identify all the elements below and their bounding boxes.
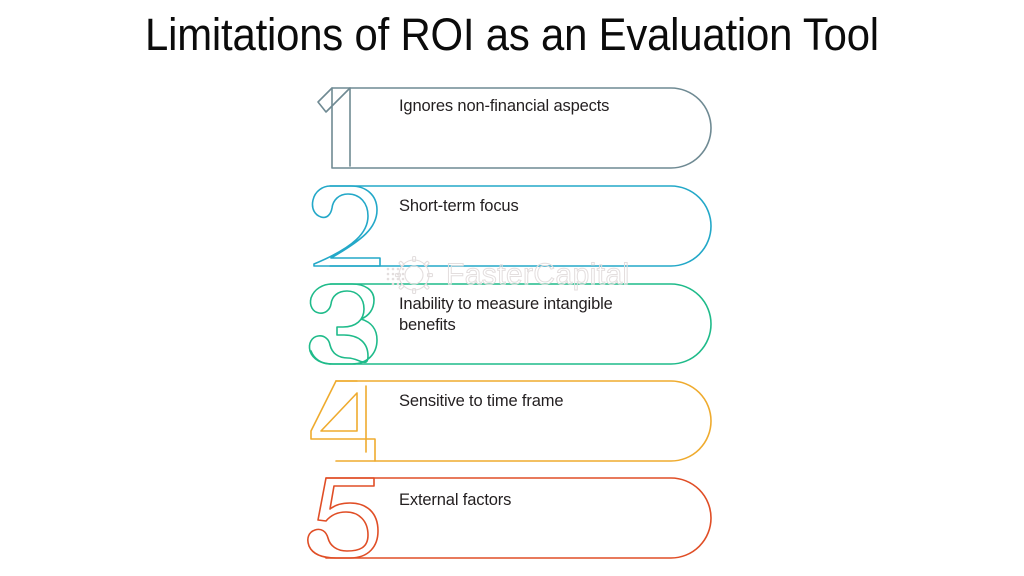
diagram-row-1[interactable]: [317, 87, 712, 169]
page-title: Limitations of ROI as an Evaluation Tool: [145, 9, 879, 60]
diagram-row-2[interactable]: [311, 185, 712, 267]
pill-outline-2: [329, 185, 712, 267]
numeral-3: [308, 283, 378, 365]
row-label-3: Inability to measure intangible benefits: [399, 295, 613, 334]
numeral-2: [311, 185, 381, 267]
row-label-2: Short-term focus: [399, 197, 519, 215]
row-label-5: External factors: [399, 491, 512, 509]
pill-outline-4: [335, 380, 712, 462]
numeral-1: [317, 87, 351, 167]
row-label-4: Sensitive to time frame: [399, 392, 564, 410]
pill-outline-5: [325, 477, 712, 559]
numeral-5: [307, 477, 379, 559]
numeral-4: [310, 380, 376, 462]
numeral-3-tail: [310, 350, 331, 365]
pill-outline-3: [329, 283, 712, 365]
diagram-row-3[interactable]: [308, 283, 712, 365]
row-label-1: Ignores non-financial aspects: [399, 97, 610, 115]
diagram-row-4[interactable]: [310, 380, 712, 462]
diagram-row-5[interactable]: [307, 477, 712, 559]
pill-outline-1: [331, 87, 712, 169]
